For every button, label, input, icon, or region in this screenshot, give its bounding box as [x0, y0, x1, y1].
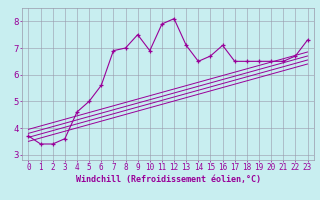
- X-axis label: Windchill (Refroidissement éolien,°C): Windchill (Refroidissement éolien,°C): [76, 175, 260, 184]
